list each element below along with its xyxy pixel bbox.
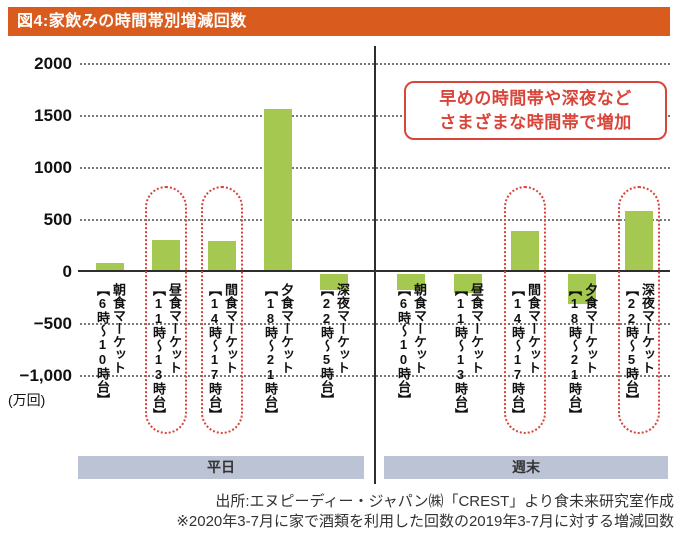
category-label-週末-夕食マーケット: 夕食マーケット 【18時〜21時台】 bbox=[567, 283, 598, 421]
y-tick-label: 1500 bbox=[34, 106, 72, 125]
y-axis-unit-label: (万回) bbox=[8, 392, 46, 408]
category-label-週末-深夜マーケット: 深夜マーケット 【22時〜5時台】 bbox=[624, 283, 655, 406]
source-line2: ※2020年3-7月に家で酒類を利用した回数の2019年3-7月に対する増減回数 bbox=[176, 513, 674, 530]
category-label-週末-間食マーケット: 間食マーケット 【14時〜17時台】 bbox=[510, 283, 541, 421]
bar-週末-間食マーケット bbox=[511, 231, 539, 272]
bar-平日-間食マーケット bbox=[208, 240, 236, 272]
bar-週末-朝食マーケット bbox=[397, 274, 425, 290]
bar-週末-昼食マーケット bbox=[454, 274, 482, 293]
group-band-weekend: 週末 bbox=[384, 456, 668, 479]
bar-週末-夕食マーケット bbox=[568, 274, 596, 305]
y-tick-label: 500 bbox=[43, 210, 72, 229]
annotation-callout: 早めの時間帯や深夜など さまざまな時間帯で増加 bbox=[404, 81, 667, 140]
highlight-ellipse-平日-間食マーケット bbox=[201, 186, 243, 434]
y-tick-label: −500 bbox=[33, 314, 72, 333]
group-divider-line bbox=[374, 46, 376, 484]
bar-平日-夕食マーケット bbox=[264, 108, 292, 272]
group-band-weekday: 平日 bbox=[78, 456, 364, 479]
highlight-ellipse-平日-昼食マーケット bbox=[145, 186, 187, 434]
y-tick-label: 1000 bbox=[34, 158, 72, 177]
y-tick-label: 2000 bbox=[34, 54, 72, 73]
category-label-平日-昼食マーケット: 昼食マーケット 【11時〜13時台】 bbox=[151, 283, 182, 421]
bar-週末-深夜マーケット bbox=[625, 210, 653, 272]
bar-平日-朝食マーケット bbox=[96, 262, 124, 272]
category-label-平日-深夜マーケット: 深夜マーケット 【22時〜5時台】 bbox=[319, 283, 350, 406]
source-line1: 出所:エヌピーディー・ジャパン㈱「CREST」より食未来研究室作成 bbox=[215, 493, 674, 510]
bar-平日-深夜マーケット bbox=[320, 274, 348, 290]
y-tick-label: −1,000 bbox=[19, 366, 72, 385]
annotation-line2: さまざまな時間帯で増加 bbox=[439, 112, 632, 132]
category-label-週末-朝食マーケット: 朝食マーケット 【6時〜10時台】 bbox=[396, 283, 427, 406]
y-tick-label: 0 bbox=[62, 262, 72, 281]
highlight-ellipse-週末-間食マーケット bbox=[504, 186, 546, 434]
source-note: 出所:エヌピーディー・ジャパン㈱「CREST」より食未来研究室作成 ※2020年… bbox=[176, 492, 674, 532]
highlight-ellipse-週末-深夜マーケット bbox=[618, 186, 660, 434]
annotation-line1: 早めの時間帯や深夜など bbox=[439, 88, 632, 108]
bar-平日-昼食マーケット bbox=[152, 239, 180, 272]
category-label-平日-朝食マーケット: 朝食マーケット 【6時〜10時台】 bbox=[95, 283, 126, 406]
category-label-週末-昼食マーケット: 昼食マーケット 【11時〜13時台】 bbox=[453, 283, 484, 421]
category-label-平日-間食マーケット: 間食マーケット 【14時〜17時台】 bbox=[207, 283, 238, 421]
figure-title: 図4:家飲みの時間帯別増減回数 bbox=[8, 7, 670, 36]
category-label-平日-夕食マーケット: 夕食マーケット 【18時〜21時台】 bbox=[263, 283, 294, 421]
